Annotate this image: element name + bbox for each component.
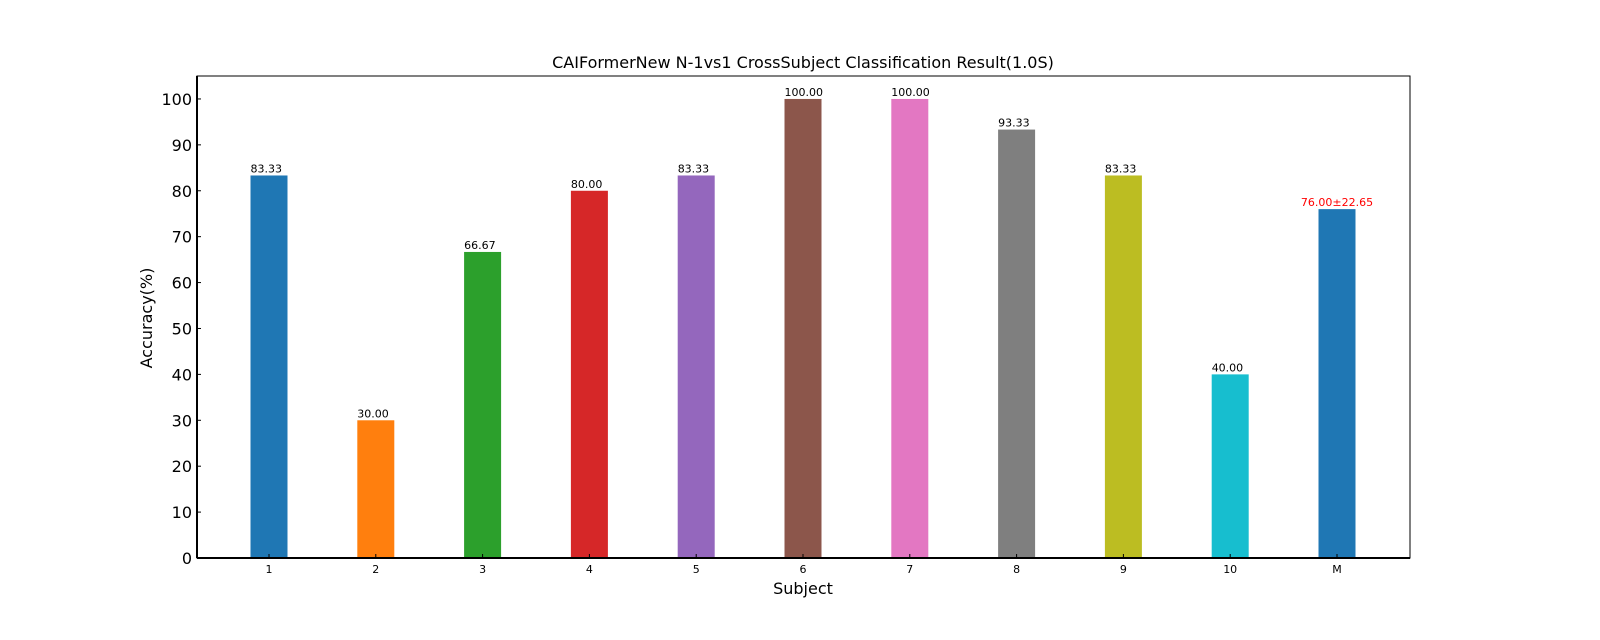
- x-tick-label-1: 1: [266, 563, 273, 576]
- data-label-9: 83.33: [1105, 162, 1137, 175]
- data-label-10: 40.00: [1212, 361, 1244, 374]
- y-tick-label-10: 10: [172, 503, 192, 522]
- data-label-7: 100.00: [891, 86, 930, 99]
- data-label-1: 83.33: [251, 162, 283, 175]
- x-tick-label-10: 10: [1223, 563, 1237, 576]
- y-axis-label: Accuracy(%): [137, 268, 156, 369]
- y-axis-ticks: 0 10 20 30 40 50 60 70 80 90 100: [161, 90, 201, 568]
- bar-2: [357, 420, 395, 558]
- data-label-2: 30.00: [357, 407, 389, 420]
- bar-5: [677, 175, 715, 558]
- data-label-6: 100.00: [785, 86, 824, 99]
- x-tick-label-2: 2: [372, 563, 379, 576]
- bar-4: [570, 190, 608, 558]
- data-label-3: 66.67: [464, 239, 496, 252]
- x-tick-label-5: 5: [693, 563, 700, 576]
- x-tick-label-3: 3: [479, 563, 486, 576]
- data-label-4: 80.00: [571, 178, 603, 191]
- y-tick-label-90: 90: [172, 136, 192, 155]
- y-tick-label-100: 100: [161, 90, 192, 109]
- bar-6: [784, 98, 822, 558]
- y-tick-label-50: 50: [172, 319, 192, 338]
- y-tick-label-0: 0: [182, 549, 192, 568]
- chart-title: CAIFormerNew N-1vs1 CrossSubject Classif…: [552, 53, 1054, 72]
- bars-group: [250, 98, 1356, 559]
- x-tick-label-M: M: [1332, 563, 1342, 576]
- x-tick-label-7: 7: [906, 563, 913, 576]
- bar-10: [1211, 374, 1249, 558]
- bar-7: [891, 98, 929, 558]
- y-tick-label-40: 40: [172, 365, 192, 384]
- data-label-M: 76.00±22.65: [1301, 196, 1373, 209]
- x-tick-label-6: 6: [800, 563, 807, 576]
- y-tick-label-80: 80: [172, 182, 192, 201]
- y-tick-label-60: 60: [172, 274, 192, 293]
- data-label-5: 83.33: [678, 162, 710, 175]
- bar-8: [998, 129, 1036, 558]
- y-tick-label-30: 30: [172, 411, 192, 430]
- x-axis-label: Subject: [773, 579, 833, 598]
- data-label-8: 93.33: [998, 117, 1030, 130]
- bar-3: [464, 251, 502, 559]
- x-tick-label-9: 9: [1120, 563, 1127, 576]
- y-tick-label-70: 70: [172, 228, 192, 247]
- x-tick-label-8: 8: [1013, 563, 1020, 576]
- x-tick-label-4: 4: [586, 563, 593, 576]
- y-tick-label-20: 20: [172, 457, 192, 476]
- bar-M: [1318, 209, 1356, 558]
- bar-1: [250, 175, 288, 558]
- bar-9: [1104, 175, 1142, 558]
- data-labels-group: 83.33 30.00 66.67 80.00 83.33 100.00 100.00 93.…: [251, 86, 1374, 420]
